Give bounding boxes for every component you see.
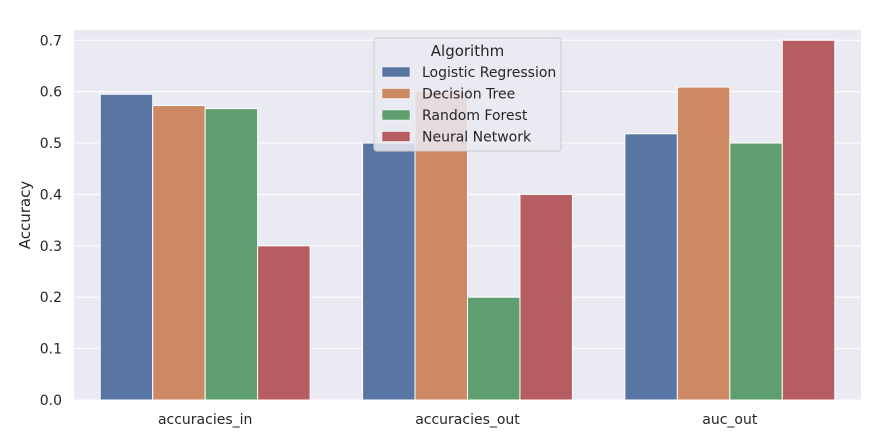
legend-label: Neural Network <box>422 130 532 146</box>
legend-swatch <box>381 131 411 142</box>
bar <box>467 296 521 401</box>
legend-swatch <box>381 88 411 99</box>
bar <box>519 193 573 401</box>
bar <box>676 86 731 401</box>
x-tick-label: auc_out <box>702 412 758 428</box>
bar <box>152 105 206 401</box>
bar <box>362 142 416 401</box>
legend-label: Logistic Regression <box>422 65 556 81</box>
bar <box>204 108 259 401</box>
legend-box <box>373 37 562 152</box>
bars <box>99 39 836 401</box>
y-tick-label: 0.3 <box>40 239 62 255</box>
legend: Algorithm Logistic Regression Decision Tr… <box>373 37 562 152</box>
x-tick-label: accuracies_in <box>158 412 252 428</box>
y-tick-label: 0.5 <box>40 136 62 152</box>
legend-swatch <box>381 109 411 121</box>
y-tick-label: 0.2 <box>40 290 62 306</box>
legend-label: Decision Tree <box>422 87 515 103</box>
bar <box>624 133 678 401</box>
y-tick-label: 0.1 <box>40 342 62 358</box>
legend-label: Random Forest <box>422 108 528 124</box>
bar <box>257 245 311 401</box>
legend-items: Logistic Regression Decision Tree Random F… <box>381 65 556 146</box>
y-tick-label: 0.6 <box>40 85 62 101</box>
y-tick-label: 0.0 <box>40 393 62 409</box>
y-axis-label: Accuracy <box>16 181 34 250</box>
x-axis-ticks: accuracies_in accuracies_out auc_out <box>158 412 758 428</box>
legend-title: Algorithm <box>431 42 504 60</box>
bar <box>99 93 154 401</box>
y-tick-label: 0.7 <box>40 33 62 49</box>
bar <box>729 142 783 401</box>
y-axis-ticks: 0.0 0.1 0.2 0.3 0.4 0.5 0.6 0.7 <box>40 33 62 409</box>
x-tick-label: accuracies_out <box>415 412 520 428</box>
bar <box>781 39 836 401</box>
legend-swatch <box>381 66 411 78</box>
y-tick-label: 0.4 <box>40 187 62 203</box>
